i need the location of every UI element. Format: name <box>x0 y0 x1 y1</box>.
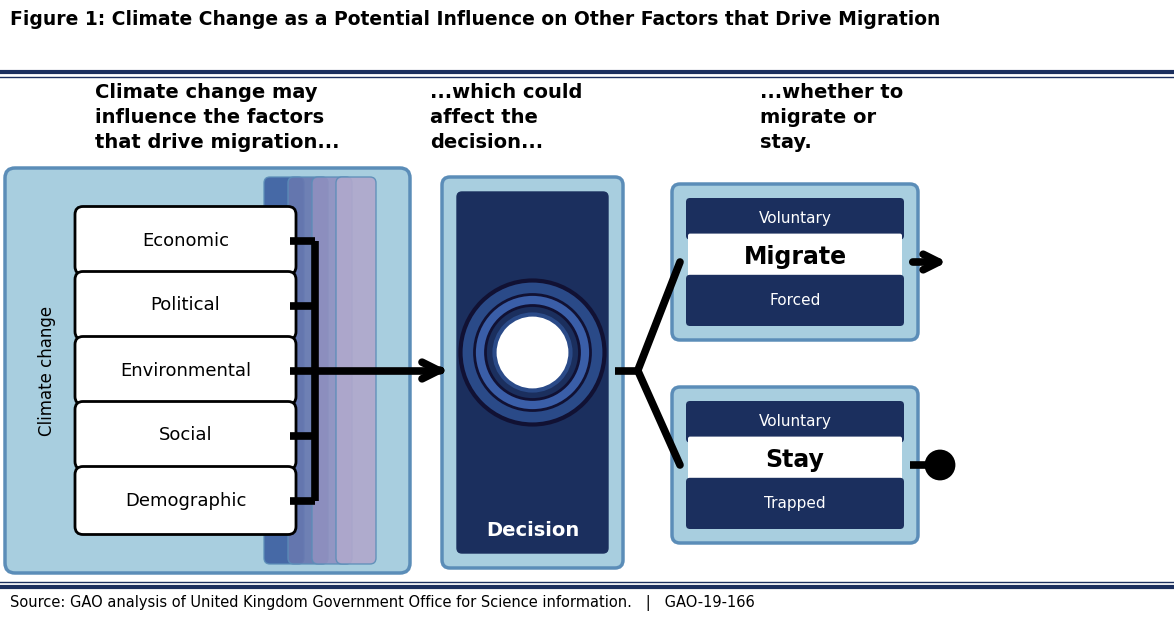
Text: Migrate: Migrate <box>743 245 846 269</box>
FancyBboxPatch shape <box>75 401 296 469</box>
Text: Decision: Decision <box>486 520 579 540</box>
Circle shape <box>460 281 605 424</box>
FancyBboxPatch shape <box>457 192 608 553</box>
FancyBboxPatch shape <box>688 233 902 281</box>
FancyBboxPatch shape <box>312 177 352 564</box>
FancyBboxPatch shape <box>288 177 328 564</box>
Circle shape <box>474 295 591 411</box>
Text: Climate change may
influence the factors
that drive migration...: Climate change may influence the factors… <box>95 83 339 152</box>
FancyBboxPatch shape <box>336 177 376 564</box>
Text: Figure 1: Climate Change as a Potential Influence on Other Factors that Drive Mi: Figure 1: Climate Change as a Potential … <box>11 10 940 29</box>
FancyBboxPatch shape <box>75 207 296 275</box>
FancyBboxPatch shape <box>672 184 918 340</box>
FancyBboxPatch shape <box>75 271 296 339</box>
FancyBboxPatch shape <box>5 168 410 573</box>
Text: ...whether to
migrate or
stay.: ...whether to migrate or stay. <box>760 83 903 152</box>
FancyBboxPatch shape <box>686 198 904 240</box>
Text: Economic: Economic <box>142 232 229 250</box>
FancyBboxPatch shape <box>672 387 918 543</box>
Text: Trapped: Trapped <box>764 496 825 511</box>
Text: Social: Social <box>158 426 212 444</box>
Text: Stay: Stay <box>765 448 824 472</box>
FancyBboxPatch shape <box>264 177 304 564</box>
Text: Source: GAO analysis of United Kingdom Government Office for Science information: Source: GAO analysis of United Kingdom G… <box>11 595 755 611</box>
FancyBboxPatch shape <box>686 275 904 326</box>
Text: Demographic: Demographic <box>124 492 247 510</box>
Text: Climate change: Climate change <box>38 305 56 436</box>
FancyBboxPatch shape <box>688 437 902 484</box>
Text: Voluntary: Voluntary <box>758 414 831 429</box>
FancyBboxPatch shape <box>686 401 904 442</box>
Text: Environmental: Environmental <box>120 361 251 379</box>
Circle shape <box>494 314 571 391</box>
Text: ...which could
affect the
decision...: ...which could affect the decision... <box>430 83 582 152</box>
Text: Forced: Forced <box>769 293 821 308</box>
FancyBboxPatch shape <box>686 478 904 529</box>
Text: Voluntary: Voluntary <box>758 212 831 227</box>
Circle shape <box>486 306 580 399</box>
FancyBboxPatch shape <box>75 467 296 535</box>
Text: Political: Political <box>150 296 221 314</box>
FancyBboxPatch shape <box>441 177 623 568</box>
FancyBboxPatch shape <box>75 336 296 404</box>
Circle shape <box>926 451 954 479</box>
